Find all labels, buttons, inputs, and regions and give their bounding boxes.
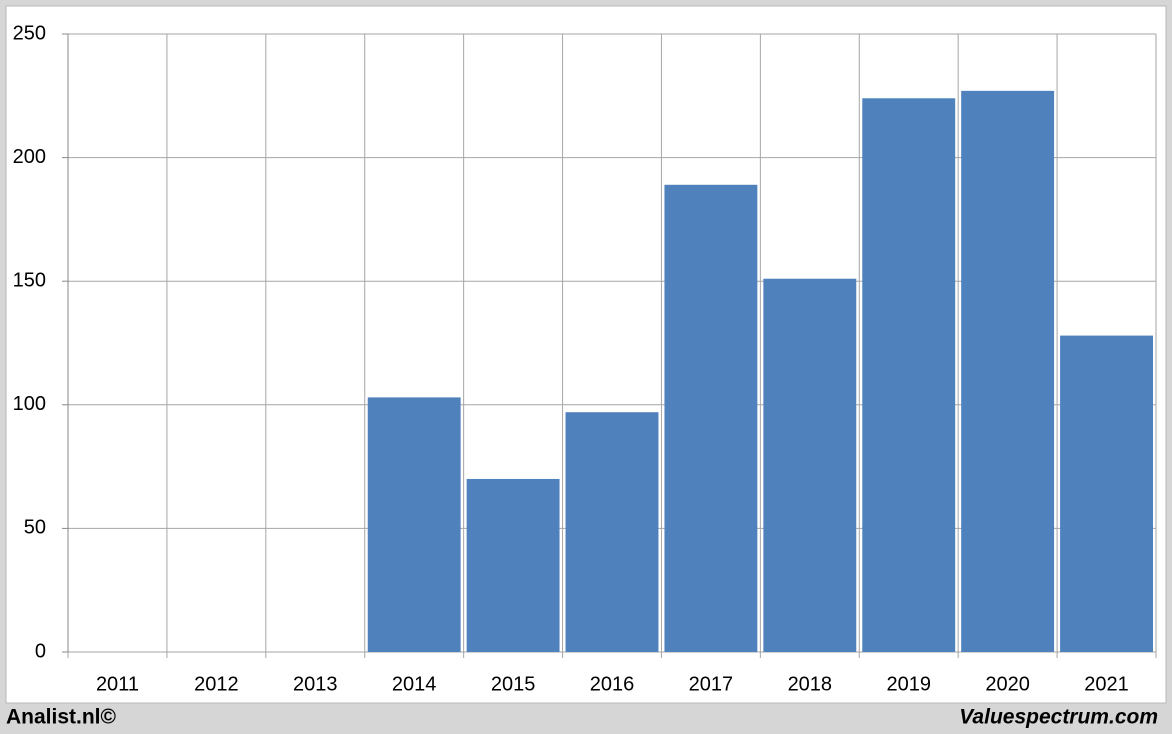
bar	[961, 90, 1055, 652]
y-tick-label: 200	[13, 146, 46, 168]
y-tick-label: 0	[35, 640, 46, 662]
footer-right: Valuespectrum.com	[959, 706, 1158, 729]
bar	[664, 184, 758, 653]
bar	[367, 397, 461, 652]
x-tick-label: 2015	[491, 673, 536, 695]
x-tick-label: 2012	[194, 673, 239, 695]
bar	[565, 412, 659, 652]
bar	[862, 98, 956, 653]
x-tick-label: 2017	[689, 673, 734, 695]
y-tick-label: 100	[13, 393, 46, 415]
y-tick-label: 50	[24, 517, 46, 539]
y-tick-label: 150	[13, 269, 46, 291]
x-tick-label: 2019	[886, 673, 931, 695]
x-tick-label: 2014	[392, 673, 437, 695]
x-tick-label: 2011	[96, 673, 139, 695]
bar	[466, 478, 560, 652]
y-tick-label: 250	[13, 22, 46, 44]
bar	[763, 278, 857, 652]
x-tick-label: 2016	[590, 673, 635, 695]
x-tick-label: 2018	[788, 673, 833, 695]
footer-left: Analist.nl©	[6, 706, 117, 729]
x-tick-label: 2020	[985, 673, 1030, 695]
x-tick-label: 2013	[293, 673, 338, 695]
bar	[1060, 335, 1153, 652]
x-tick-label: 2021	[1084, 673, 1129, 695]
